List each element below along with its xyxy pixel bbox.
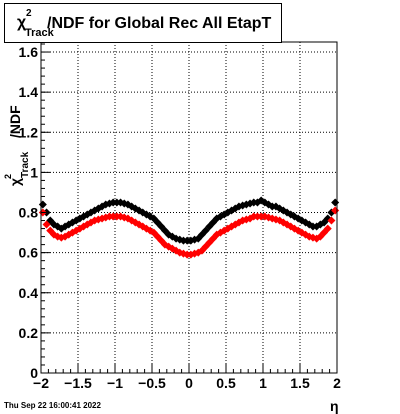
y-tick-label: 1.2 xyxy=(19,124,39,140)
y-tick-label: 1.6 xyxy=(19,44,39,60)
y-label-sup: 2 xyxy=(3,174,13,179)
data-point xyxy=(327,216,336,225)
y-tick-label: 0.4 xyxy=(19,285,39,301)
y-tick-label: 1.4 xyxy=(19,84,39,100)
timestamp: Thu Sep 22 16:00:41 2022 xyxy=(4,401,101,410)
y-label-sub: Track xyxy=(20,151,31,178)
y-tick-label: 1 xyxy=(30,164,38,180)
x-axis-label: η xyxy=(330,398,339,414)
data-point xyxy=(331,198,340,207)
data-point xyxy=(42,220,51,229)
axis-ticks xyxy=(40,43,338,374)
axis-tick-labels: −2 −1.5 −1 −0.5 0 0.5 1 1.5 2 0 0.2 0.4 0.6 0.8 1 1.2 1.… xyxy=(19,44,342,391)
y-tick-label: 0.8 xyxy=(19,205,39,221)
chart-title-box: χ 2 Track /NDF for Global Rec All EtapT xyxy=(4,3,282,43)
x-tick-label: 1.5 xyxy=(290,375,310,391)
title-chi: χ xyxy=(17,14,27,31)
x-tick-label: −2 xyxy=(33,375,49,391)
x-tick-label: 0 xyxy=(185,375,193,391)
y-axis-label: /NDF χ 2 Track xyxy=(3,105,31,186)
grid-lines xyxy=(41,42,337,373)
x-tick-label: −1 xyxy=(107,375,123,391)
x-tick-label: −0.5 xyxy=(138,375,166,391)
data-point xyxy=(179,249,188,258)
data-point xyxy=(323,224,332,233)
x-tick-label: 0.5 xyxy=(216,375,236,391)
chart-title: /NDF for Global Rec All EtapT xyxy=(47,15,272,32)
title-sub: Track xyxy=(25,27,54,39)
x-tick-label: −1.5 xyxy=(64,375,92,391)
x-tick-label: 2 xyxy=(333,375,341,391)
y-label-rest: /NDF xyxy=(7,105,23,138)
y-tick-label: 0.6 xyxy=(19,245,39,261)
title-sup: 2 xyxy=(26,8,32,19)
data-series xyxy=(38,196,340,259)
x-tick-label: 1 xyxy=(259,375,267,391)
y-tick-label: 0.2 xyxy=(19,325,39,341)
y-tick-label: 0 xyxy=(30,365,38,381)
y-label-chi: χ xyxy=(7,178,23,186)
